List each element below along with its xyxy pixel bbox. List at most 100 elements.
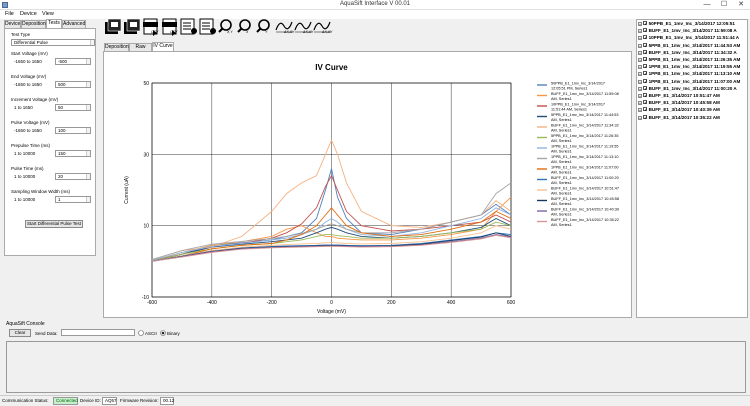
list-settings-icon [180, 18, 197, 35]
checkbox[interactable]: ✓ [643, 64, 648, 70]
minimize-button[interactable]: — [703, 1, 711, 8]
menu-bar: File Device View [0, 10, 750, 19]
app-icon [2, 2, 8, 8]
menu-device[interactable]: Device [20, 11, 37, 17]
param-range: 1 to 10000 [14, 197, 36, 202]
param-input[interactable]: 50 [55, 104, 91, 111]
iv-curve-chart: IV Curve -600 -400 -200 0 200 400 600 -10 10 30 50 V… [103, 51, 632, 318]
tree-item[interactable]: + ✓ 1PPB_E1_1mv_Inc_3/14/2017 11:19:55 A… [638, 64, 740, 70]
param-input[interactable]: 150 [55, 150, 91, 157]
csv-button[interactable]: CSV [142, 17, 161, 38]
tree-item[interactable]: + ✓ BUFF_E1_1mv_Inc_3/14/2017 11:59:08 A [638, 28, 737, 34]
save-multi-button[interactable] [104, 17, 123, 38]
expand-icon[interactable]: + [638, 43, 642, 48]
legend-entry: 10PPB_E1_1mv_Inc_3/14/2017 11:51:44 AM, S… [551, 103, 605, 112]
tab-raw-data[interactable]: Raw Data [129, 43, 152, 57]
tree-item[interactable]: + ✓ 5PPB_E1_1mv_Inc_3/14/2017 11:26:35 A… [638, 57, 740, 63]
checkbox[interactable]: ✓ [643, 100, 648, 106]
tree-item[interactable]: + ✓ 5PPB_E1_1mv_Inc_3/14/2017 11:44:53 A… [638, 42, 740, 49]
checkbox[interactable]: ✓ [643, 42, 648, 48]
tree-item[interactable]: + ✓ BUFF_E1_3/14/2017 10:45:58 AM [638, 100, 720, 106]
expand-icon[interactable]: + [638, 22, 642, 26]
export-button[interactable] [123, 17, 142, 38]
expand-icon[interactable]: + [638, 94, 642, 98]
tab-advanced[interactable]: Advanced [62, 20, 86, 28]
param-input[interactable]: 100 [55, 127, 91, 134]
tree-item[interactable]: + ✓ BUFF_E1_1mv_Inc_3/14/2017 11:00:20 A [638, 85, 737, 92]
tab-iv-curve[interactable]: IV Curve [152, 42, 174, 51]
checkbox[interactable]: ✓ [643, 49, 648, 55]
tab-deposition[interactable]: Deposition [21, 20, 46, 28]
window-title: AquaSift Interface V 00.01 [339, 1, 411, 7]
binary-radio[interactable] [160, 330, 166, 336]
export-icon [124, 18, 141, 34]
expand-icon[interactable]: + [638, 65, 642, 70]
tree-item-label: BUFF_E1_1mv_Inc_3/14/2017 11:34:32 A [648, 49, 737, 55]
checkbox[interactable]: ✓ [643, 78, 648, 84]
zoom-x-button[interactable]: X [237, 17, 256, 38]
test-type-select[interactable]: Differential Pulse [11, 39, 95, 46]
tree-item-label: 50PPB_E1_1mv_Inc_3/14/2017 12:05:51 [648, 21, 735, 26]
tab-deposition-view[interactable]: Deposition [104, 43, 129, 51]
zoom-y-button[interactable]: Y [256, 17, 275, 38]
checkbox[interactable]: ✓ [643, 28, 648, 34]
menu-file[interactable]: File [5, 11, 14, 17]
checkbox[interactable]: ✓ [643, 21, 648, 26]
expand-icon[interactable]: + [638, 86, 642, 91]
tab-tests[interactable]: Tests [46, 19, 62, 28]
tree-item-label: 1PPB_E1_1mv_Inc_3/14/2017 11:07:00 AM [648, 78, 741, 84]
checkbox[interactable]: ✓ [643, 71, 648, 77]
param-input[interactable]: 500 [55, 81, 91, 88]
expand-icon[interactable]: + [638, 36, 642, 41]
maximize-button[interactable]: ☐ [720, 1, 728, 8]
expand-icon[interactable]: + [638, 58, 642, 62]
test-type-label: Test Type [11, 32, 31, 37]
wave-button[interactable]: ΔX,ΔY [275, 17, 294, 38]
tree-item[interactable]: + ✓ 1PPB_E1_1mv_Inc_3/14/2017 11:13:10 A… [638, 71, 740, 77]
expand-icon[interactable]: + [638, 108, 642, 113]
checkbox[interactable]: ✓ [643, 35, 648, 41]
checkbox[interactable]: ✓ [643, 107, 648, 113]
param-input[interactable]: 1 [55, 196, 91, 203]
expand-icon[interactable]: + [638, 115, 642, 120]
tree-item[interactable]: + ✓ BUFF_E1_1mv_Inc_3/14/2017 11:34:32 A [638, 49, 737, 56]
param-input[interactable]: -500 [55, 58, 91, 65]
expand-icon[interactable]: + [638, 72, 642, 77]
param-input[interactable]: 20 [55, 173, 91, 180]
ascii-radio[interactable] [138, 330, 144, 336]
expand-icon[interactable]: + [638, 50, 642, 55]
stepper-icon [86, 197, 90, 202]
checkbox[interactable]: ✓ [643, 57, 648, 62]
wave-button[interactable]: ΔX,ΔY [294, 17, 313, 38]
send-data-input[interactable] [61, 329, 135, 336]
save-multi-icon [105, 18, 122, 34]
checkbox[interactable]: ✓ [643, 85, 648, 91]
y-tick-label: -10 [142, 295, 149, 301]
wave-button[interactable]: ΔX,ΔY [313, 17, 332, 38]
y-tick-label: 10 [143, 224, 149, 230]
series-line [151, 207, 512, 261]
tree-item[interactable]: + ✓ 10PPB_E1_1mv_Inc_3/14/2017 11:51:44 … [638, 35, 739, 41]
tree-item[interactable]: + ✓ 50PPB_E1_1mv_Inc_3/14/2017 12:05:51 [638, 21, 735, 27]
tab-device[interactable]: Device [4, 20, 21, 28]
tree-item[interactable]: + ✓ BUFF_E1_3/14/2017 10:35:22 AM [638, 114, 720, 121]
menu-view[interactable]: View [42, 11, 54, 17]
list-settings-button[interactable] [180, 17, 199, 38]
tree-item[interactable]: + ✓ 1PPB_E1_1mv_Inc_3/14/2017 11:07:00 A… [638, 78, 741, 85]
tree-item[interactable]: + ✓ BUFF_E1_3/14/2017 10:40:39 AM [638, 107, 720, 113]
expand-icon[interactable]: + [638, 79, 642, 84]
csv-icon [162, 18, 177, 36]
zoom-xy-button[interactable]: X,Y [218, 17, 237, 38]
expand-icon[interactable]: + [638, 29, 642, 34]
param-range: 1 to 1650 [14, 105, 33, 110]
list-settings-button[interactable] [199, 17, 218, 38]
comm-status-label: Communication Status: [2, 398, 49, 403]
close-button[interactable]: ✕ [738, 1, 744, 8]
csv-button[interactable]: CSV [161, 17, 180, 38]
checkbox[interactable]: ✓ [643, 93, 648, 98]
console-clear-button[interactable]: Clear [9, 329, 31, 337]
tree-item[interactable]: + ✓ BUFF_E1_3/14/2017 10:51:47 AM [638, 93, 720, 99]
checkbox[interactable]: ✓ [643, 114, 648, 120]
start-test-button[interactable]: Start Differential Pulse Test [25, 220, 83, 228]
expand-icon[interactable]: + [638, 101, 642, 106]
